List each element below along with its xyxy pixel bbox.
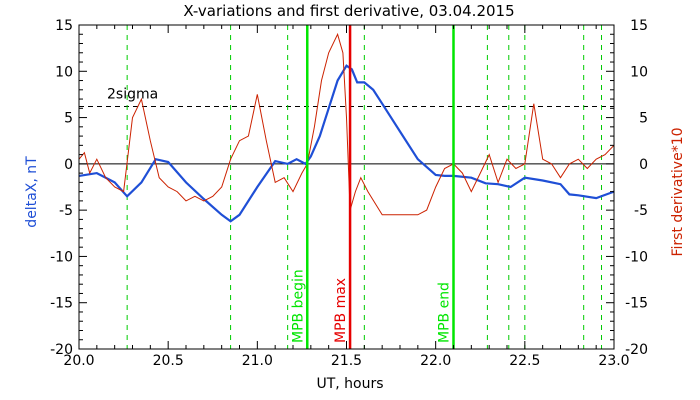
y-tick-label-right: -5 bbox=[634, 203, 648, 219]
series-line-derivative bbox=[78, 32, 615, 216]
y-tick-label-left: -5 bbox=[59, 203, 73, 219]
marker-label: MPB end bbox=[437, 282, 453, 343]
y-tick-label-left: 5 bbox=[64, 111, 73, 127]
marker-label: MPB begin bbox=[290, 269, 306, 343]
y-tick-label-right: 0 bbox=[639, 157, 648, 173]
series-line-deltax bbox=[78, 64, 615, 223]
x-tick-label: 22.5 bbox=[509, 353, 540, 369]
y-tick-label-left: -20 bbox=[50, 342, 73, 358]
y-axis-label-left: deltaX, nT bbox=[24, 156, 40, 228]
x-tick-label: 20.0 bbox=[63, 353, 94, 369]
x-tick-label: 22.0 bbox=[420, 353, 451, 369]
y-tick-label-right: -20 bbox=[625, 342, 648, 358]
y-tick-label-right: -15 bbox=[625, 296, 648, 312]
y-tick-label-left: 10 bbox=[55, 64, 73, 80]
y-tick-label-right: 5 bbox=[639, 111, 648, 127]
x-tick-label: 20.5 bbox=[153, 353, 184, 369]
marker-label: MPB max bbox=[333, 278, 349, 343]
plot-area: 2sigma MPB begin MPB max MPB end 20.0 20.5 21.… bbox=[50, 18, 648, 369]
y-tick-label-right: -10 bbox=[625, 249, 648, 265]
x-axis-label: UT, hours bbox=[316, 376, 383, 392]
y-tick-label-right: 10 bbox=[630, 64, 648, 80]
y-axis-label-right: First derivative*10 bbox=[670, 127, 686, 256]
y-tick-label-left: -15 bbox=[50, 296, 73, 312]
x-tick-label: 23.0 bbox=[598, 353, 629, 369]
sigma-label: 2sigma bbox=[107, 86, 158, 102]
y-tick-label-left: -10 bbox=[50, 249, 73, 265]
x-tick-label: 21.0 bbox=[242, 353, 273, 369]
y-tick-label-right: 15 bbox=[630, 18, 648, 34]
chart-title: X-variations and first derivative, 03.04… bbox=[183, 2, 514, 20]
x-tick-label: 21.5 bbox=[331, 353, 362, 369]
y-tick-label-left: 15 bbox=[55, 18, 73, 34]
y-tick-label-left: 0 bbox=[64, 157, 73, 173]
